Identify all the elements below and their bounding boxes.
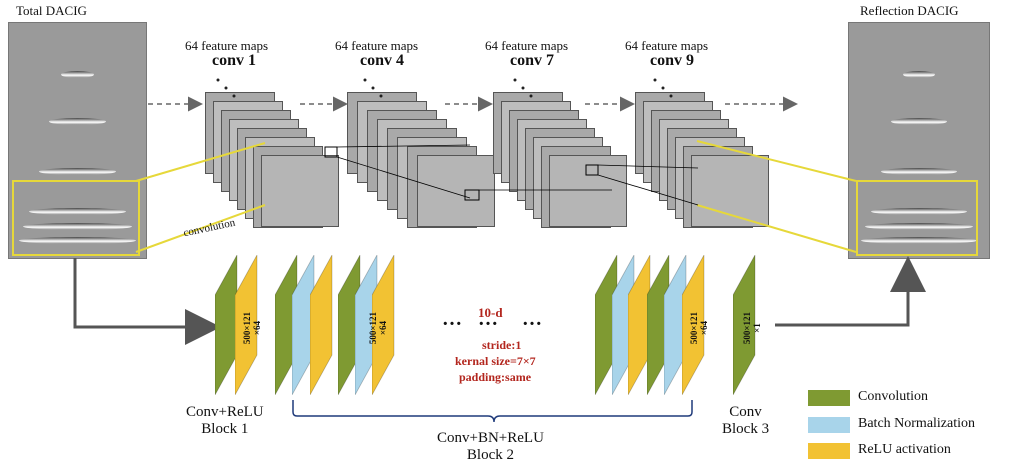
block3-label: Conv Block 3 [722, 404, 770, 437]
legend-conv-label: Convolution [858, 389, 929, 404]
feature-map [261, 155, 339, 227]
ellipsis-left: … [442, 308, 462, 330]
padding-label: padding:same [459, 370, 532, 384]
ellipsis-right: … [522, 308, 542, 330]
legend-bn-label: Batch Normalization [858, 416, 976, 431]
stage3-maps-label: 64 feature maps [485, 38, 569, 53]
total-dacig-image [8, 22, 147, 259]
block2a-dim-label: 500×121 ×64 [368, 311, 389, 345]
legend-conv-swatch [808, 390, 850, 406]
kernel-label: kernal size=7×7 [455, 354, 536, 368]
block2b-dim-label: 500×121 ×64 [689, 311, 710, 345]
reflection-dacig-image [848, 22, 990, 259]
block3-dim-label: 500×121 ×1 [742, 311, 763, 345]
b3-conv-slab [732, 254, 767, 400]
legend-relu-label: ReLU activation [858, 442, 951, 457]
stage1-conv-label: conv 1 [212, 52, 256, 69]
b1-relu-slab [234, 254, 269, 400]
stage4-conv-label: conv 9 [650, 52, 694, 69]
depth-label: 10-d [478, 305, 503, 320]
stage4-maps-label: 64 feature maps [625, 38, 709, 53]
stage2-conv-label: conv 4 [360, 52, 404, 69]
legend-relu-swatch [808, 443, 850, 459]
stage3-conv-label: conv 7 [510, 52, 554, 69]
b2-relu-slab [309, 254, 344, 400]
stride-label: stride:1 [482, 338, 522, 352]
block2-label: Conv+BN+ReLU Block 2 [437, 430, 544, 463]
legend-bn-swatch [808, 417, 850, 433]
reflection-dacig-title: Reflection DACIG [860, 3, 959, 18]
total-dacig-title: Total DACIG [16, 3, 87, 18]
feature-map [417, 155, 495, 227]
block1-dim-label: 500×121 ×64 [242, 311, 263, 345]
output-highlight-box [856, 180, 978, 256]
b2-relu-slab [371, 254, 406, 400]
ellipsis-mid: … [478, 308, 498, 330]
stage2-maps-label: 64 feature maps [335, 38, 419, 53]
stage1-maps-label: 64 feature maps [185, 38, 269, 53]
input-highlight-box [12, 180, 140, 256]
block1-label: Conv+ReLU Block 1 [186, 404, 264, 437]
b2-relu-slab [681, 254, 716, 400]
feature-map [549, 155, 627, 227]
